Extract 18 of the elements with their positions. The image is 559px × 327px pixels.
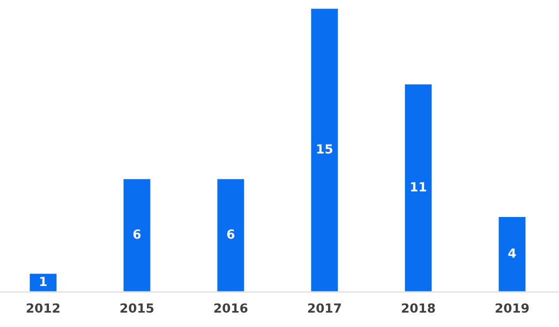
data-label: 11	[411, 182, 426, 192]
x-tick-label: 2017	[308, 303, 341, 313]
x-tick-label: 2018	[402, 303, 435, 313]
x-tick-label: 2012	[26, 303, 60, 313]
bar	[497, 216, 527, 292]
data-label: 6	[133, 229, 141, 239]
bar	[404, 83, 434, 292]
x-tick-label: 2019	[496, 303, 529, 313]
bar	[216, 178, 246, 292]
data-label: 1	[40, 276, 47, 286]
data-label: 4	[508, 248, 516, 258]
bar	[310, 8, 340, 292]
bar	[122, 178, 152, 292]
data-label: 15	[317, 144, 332, 154]
bar	[28, 272, 58, 292]
data-label: 6	[227, 229, 234, 239]
x-tick-label: 2015	[120, 303, 154, 313]
x-tick-label: 2016	[214, 303, 248, 313]
